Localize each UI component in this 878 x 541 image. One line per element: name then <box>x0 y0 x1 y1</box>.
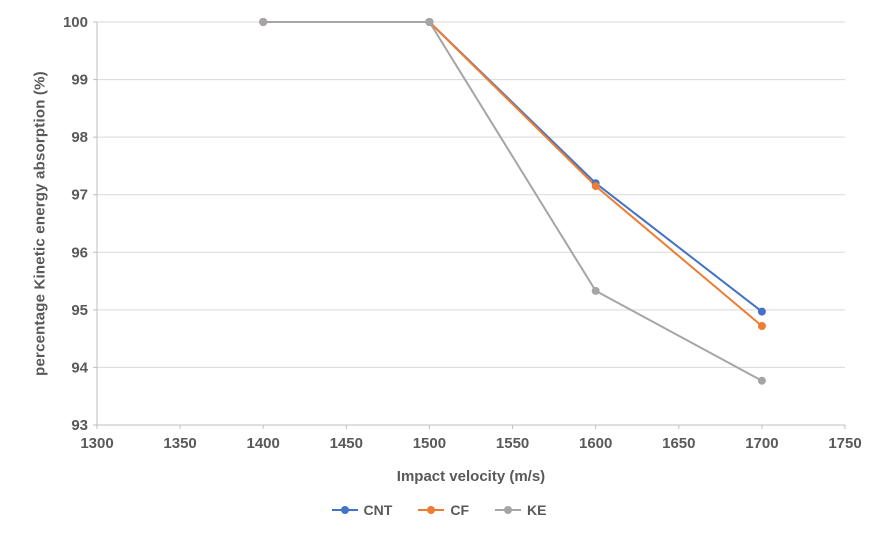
x-tick-label: 1350 <box>163 435 196 452</box>
y-tick-label: 96 <box>71 244 88 261</box>
y-tick-label: 95 <box>71 302 88 319</box>
x-tick-label: 1550 <box>496 435 529 452</box>
legend-item-cnt[interactable]: CNT <box>331 502 393 518</box>
x-tick-label: 1650 <box>662 435 695 452</box>
x-tick-label: 1400 <box>247 435 280 452</box>
y-axis-title: percentage Kinetic energy absorption (%) <box>31 71 49 376</box>
data-point-cf[interactable] <box>757 322 766 330</box>
y-tick-label: 100 <box>63 14 88 31</box>
series-line-ke <box>263 21 763 382</box>
legend-label: CF <box>450 502 469 518</box>
y-tick-label: 97 <box>71 187 88 204</box>
y-tick-label: 93 <box>71 417 88 434</box>
data-point-ke[interactable] <box>425 18 434 26</box>
legend: CNT CF KE <box>0 502 878 518</box>
legend-marker-icon <box>331 506 358 515</box>
x-tick-label: 1500 <box>413 435 446 452</box>
data-point-ke[interactable] <box>757 376 766 385</box>
legend-marker-icon <box>495 506 521 515</box>
x-tick-label: 1300 <box>80 435 113 452</box>
legend-item-ke[interactable]: KE <box>495 502 546 518</box>
y-tick-label: 99 <box>71 72 88 89</box>
legend-marker-icon <box>418 506 445 515</box>
x-tick-label: 1450 <box>330 435 363 452</box>
legend-item-cf[interactable]: CF <box>418 502 469 518</box>
legend-label: KE <box>527 502 547 518</box>
data-point-ke[interactable] <box>259 18 268 26</box>
legend-label: CNT <box>363 502 393 518</box>
data-point-ke[interactable] <box>591 286 600 295</box>
data-point-cf[interactable] <box>591 182 600 191</box>
x-tick-label: 1600 <box>579 435 612 452</box>
y-tick-label: 98 <box>71 129 88 146</box>
x-axis-title: Impact velocity (m/s) <box>396 468 546 485</box>
x-tick-label: 1700 <box>745 435 778 452</box>
series-line-cnt <box>263 21 763 313</box>
data-point-cnt[interactable] <box>757 307 766 316</box>
x-tick-label: 1750 <box>828 435 861 452</box>
series-line-cf <box>263 21 763 327</box>
y-tick-label: 94 <box>71 359 88 376</box>
